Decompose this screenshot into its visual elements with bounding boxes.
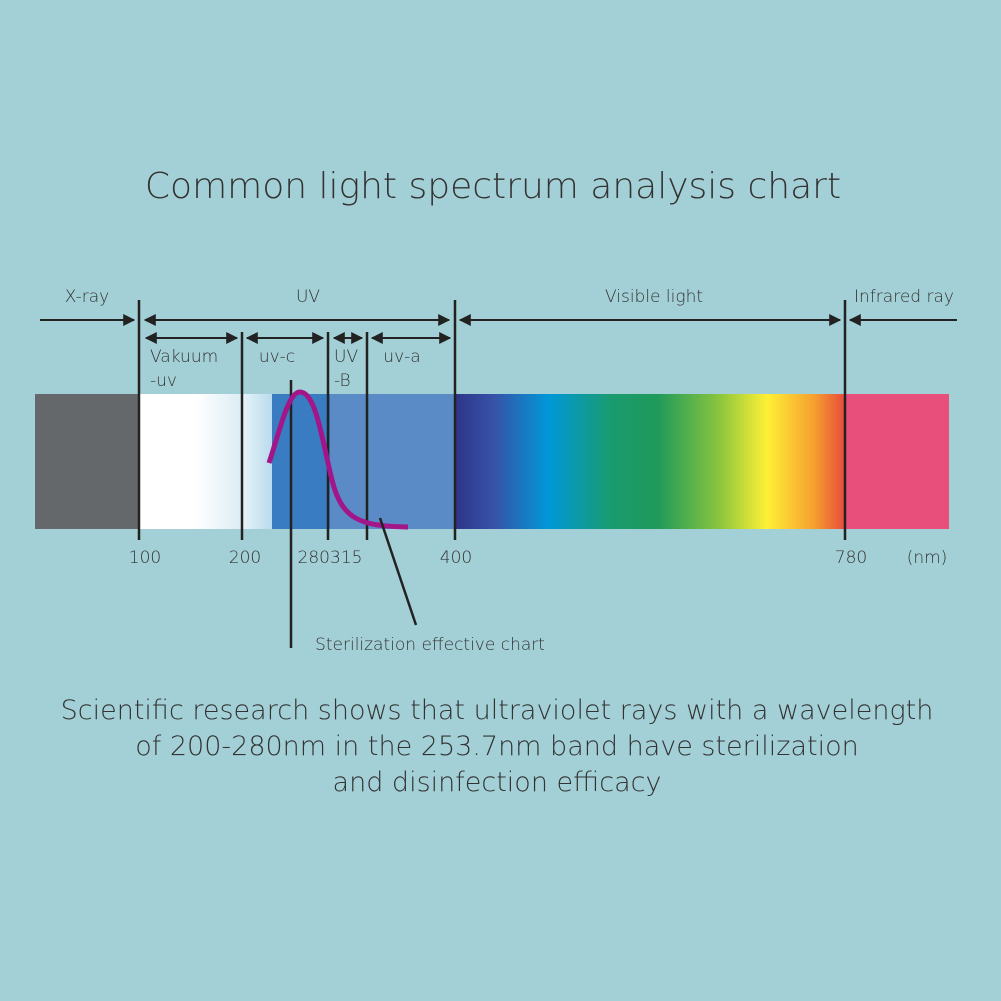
region-label: UV [296,287,320,307]
sterilization-curve [266,389,409,530]
region-label: Infrared ray [854,287,954,307]
infrared-band [845,394,949,529]
subregion-label: uv-c [259,347,295,367]
annotation-pointer [378,517,418,626]
unit-label: (nm) [907,548,948,568]
uvb-uva-band [330,394,455,529]
description-line: of 200-280nm in the 253.7nm band have st… [135,731,858,762]
xray-band [35,394,139,529]
subregion-label: uv-a [383,347,420,367]
description-line: and disinfection efficacy [333,767,662,798]
tick-label: 100 [129,548,161,568]
subregion-label: -B [334,371,351,391]
tick-label: 780 [835,548,867,568]
subregion-label: Vakuum [150,347,218,367]
tick-label: 315 [330,548,362,568]
vacuum-uv-band [139,394,242,529]
region-label: Visible light [605,287,703,307]
subregion-label: UV [334,347,358,367]
subregion-label: -uv [150,371,177,391]
tick-label: 280 [298,548,330,568]
region-label: X-ray [65,287,109,307]
uvc-band [272,394,330,529]
divider-lines [137,300,847,648]
arrows [40,314,957,344]
title: Common light spectrum analysis chart [145,166,841,207]
tick-label: 400 [440,548,472,568]
annotation: Sterilization effective chart [315,635,545,655]
visible-band [455,394,845,529]
description-line: Scientific research shows that ultraviol… [61,695,934,726]
tick-label: 200 [229,548,261,568]
